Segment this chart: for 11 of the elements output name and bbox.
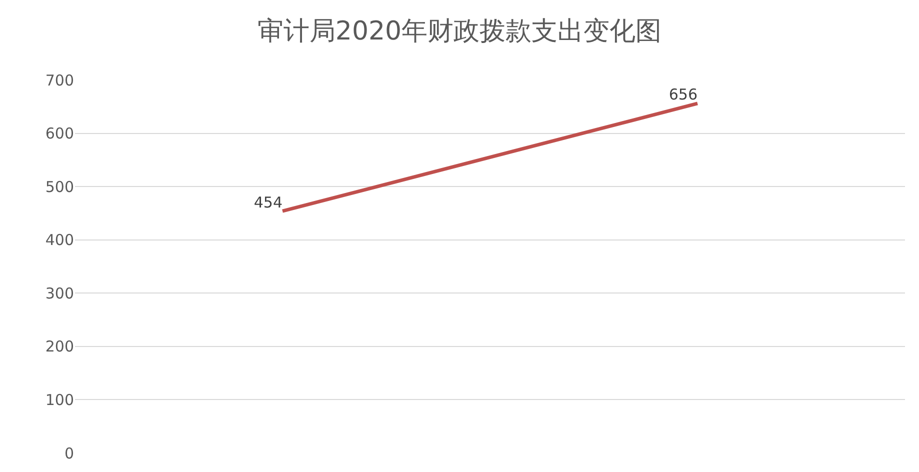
y-tick-label: 500 — [45, 178, 74, 196]
y-tick-label: 300 — [45, 284, 74, 302]
data-label: 454 — [254, 193, 282, 212]
y-tick-label: 600 — [45, 124, 74, 143]
y-tick-label: 700 — [45, 71, 74, 90]
y-tick-label: 400 — [45, 231, 74, 250]
y-tick-label: 200 — [45, 338, 74, 356]
y-tick-label: 100 — [45, 390, 74, 409]
y-tick-label: 0 — [64, 444, 74, 462]
chart-title: 审计局2020年财政拨款支出变化图 — [257, 16, 662, 46]
data-label: 656 — [668, 86, 698, 104]
